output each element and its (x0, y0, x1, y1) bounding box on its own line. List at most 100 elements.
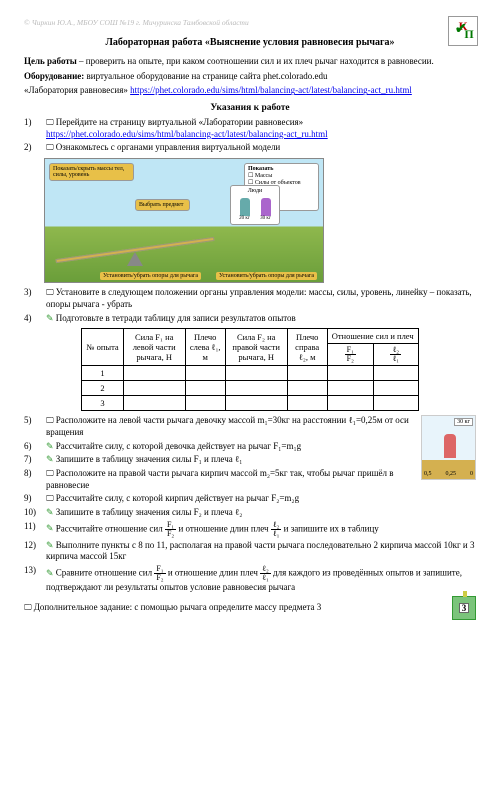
pencil-icon (46, 454, 56, 464)
step-number: 12) (24, 540, 40, 563)
equipment-label: Оборудование: (24, 71, 84, 81)
step-number: 2) (24, 142, 40, 154)
girl-icon (444, 434, 456, 458)
sim-label-supports-2: Установить/убрать опоры для рычага (216, 272, 317, 280)
sim-label-supports-1: Установить/убрать опоры для рычага (100, 272, 201, 280)
table-row: 2 (82, 381, 418, 396)
steps-list-2: 3) Установите в следующем положении орга… (24, 287, 476, 324)
monitor-icon (46, 142, 56, 152)
copyright-text: © Чиркин Ю.А., МБОУ СОШ №19 г. Мичуринск… (24, 18, 476, 27)
step-11: 11) Рассчитайте отношение сил F₁F₂ и отн… (24, 521, 476, 538)
gift-box-icon: 3 (452, 596, 476, 620)
step-8: 8) Расположите на правой части рычага ки… (24, 468, 415, 491)
document-title: Лабораторная работа «Выяснение условия р… (24, 37, 476, 48)
step7-text: Запишите в таблицу значения силы F₁ и пл… (56, 454, 243, 464)
step-number: 11) (24, 521, 40, 538)
lab-url-link[interactable]: https://phet.colorado.edu/sims/html/bala… (130, 85, 412, 95)
document-page: К ✔ П © Чиркин Ю.А., МБОУ СОШ №19 г. Мич… (0, 0, 500, 789)
step-number: 8) (24, 468, 40, 491)
step-10: 10) Запишите в таблицу значения силы F₂ … (24, 507, 476, 519)
pencil-icon (46, 523, 56, 533)
col-l1: Плечо слева ℓ₁, м (185, 329, 225, 366)
step11-c: и запишите их в таблицу (284, 523, 379, 533)
col-num: № опыта (82, 329, 123, 366)
step-5: 5) Расположите на левой части рычага дев… (24, 415, 415, 438)
step3-text: Установите в следующем положении органы … (46, 287, 472, 309)
thumb-weight-tag: 30 кг (454, 418, 473, 426)
step4-text: Подготовьте в тетради таблицу для записи… (56, 313, 296, 323)
step11-a: Рассчитайте отношение сил (56, 523, 165, 533)
step-number: 9) (24, 493, 40, 505)
sim-panel-people: Люди 20 кг30 кг (230, 185, 280, 225)
table-row: 3 (82, 396, 418, 411)
bonus-text: Дополнительное задание: с помощью рычага… (34, 602, 322, 612)
col-ratio-f: F₁F₂ (327, 344, 373, 366)
step6-text: Рассчитайте силу, с которой девочка дейс… (56, 441, 301, 451)
step-number: 1) (24, 117, 40, 140)
step-number: 13) (24, 565, 40, 594)
monitor-icon (46, 117, 56, 127)
step5-text: Расположите на левой части рычага девочк… (46, 415, 409, 437)
equipment-paragraph: Оборудование: виртуальное оборудование н… (24, 71, 476, 83)
step11-b: и отношение длин плеч (178, 523, 270, 533)
step-number: 5) (24, 415, 40, 438)
pencil-icon (46, 568, 56, 578)
step-6: 6) Рассчитайте силу, с которой девочка д… (24, 441, 415, 453)
col-ratio-l: ℓ₂ℓ₁ (373, 344, 418, 366)
col-ratio: Отношение сил и плеч (327, 329, 418, 344)
monitor-icon (46, 493, 56, 503)
sim-fulcrum (127, 252, 143, 266)
thumb-ticks: 0,50,250 (424, 471, 473, 477)
monitor-icon (46, 468, 56, 478)
step-12: 12) Выполните пункты с 8 по 11, располаг… (24, 540, 476, 563)
step-9: 9) Рассчитайте силу, с которой кирпич де… (24, 493, 476, 505)
step1-url-link[interactable]: https://phet.colorado.edu/sims/html/bala… (46, 129, 328, 139)
steps-list: 1) Перейдите на страницу виртуальной «Ла… (24, 117, 476, 154)
bonus-task: Дополнительное задание: с помощью рычага… (24, 602, 476, 614)
step13-a: Сравните отношение сил (56, 568, 155, 578)
girl-thumbnail: 30 кг 0,50,250 (421, 415, 476, 480)
col-f1: Сила F₁ на левой части рычага, Н (123, 329, 185, 366)
lab-name: «Лаборатория равновесия» (24, 85, 130, 95)
logo-badge: К ✔ П (448, 16, 478, 46)
goal-text: – проверить на опыте, при каком соотноше… (77, 56, 434, 66)
step-number: 3) (24, 287, 40, 310)
step10-text: Запишите в таблицу значения силы F₂ и пл… (56, 507, 243, 517)
step12-text: Выполните пункты с 8 по 11, располагая н… (46, 540, 474, 562)
step2-text: Ознакомьтесь с органами управления вирту… (56, 142, 281, 152)
step-number: 6) (24, 441, 40, 453)
pencil-icon (46, 313, 56, 323)
col-l2: Плечо справа ℓ₂, м (287, 329, 327, 366)
step-4: 4) Подготовьте в тетради таблицу для зап… (24, 313, 476, 325)
simulation-screenshot: Показать/скрыть массы тел, силы, уровень… (44, 158, 324, 283)
step13-b: и отношение длин плеч (168, 568, 260, 578)
sim-panel-show-hide: Показать/скрыть массы тел, силы, уровень (49, 163, 134, 181)
instructions-heading: Указания к работе (24, 103, 476, 113)
step-3: 3) Установите в следующем положении орга… (24, 287, 476, 310)
monitor-icon (24, 602, 34, 612)
monitor-icon (46, 287, 56, 297)
table-row: 1 (82, 366, 418, 381)
step-7: 7) Запишите в таблицу значения силы F₁ и… (24, 454, 415, 466)
equipment-text: виртуальное оборудование на странице сай… (84, 71, 327, 81)
step-number: 4) (24, 313, 40, 325)
step-13: 13) Сравните отношение сил F₁F₂ и отноше… (24, 565, 476, 594)
col-f2: Сила F₂ на правой части рычага, Н (225, 329, 287, 366)
step1-text: Перейдите на страницу виртуальной «Лабор… (56, 117, 303, 127)
pencil-icon (46, 540, 56, 550)
step9-text: Рассчитайте силу, с которой кирпич дейст… (56, 493, 299, 503)
step-number: 10) (24, 507, 40, 519)
pencil-icon (46, 507, 56, 517)
goal-label: Цель работы (24, 56, 77, 66)
step8-text: Расположите на правой части рычага кирпи… (46, 468, 394, 490)
pencil-icon (46, 441, 56, 451)
goal-paragraph: Цель работы – проверить на опыте, при ка… (24, 56, 476, 68)
logo-p: П (464, 29, 473, 39)
sim-panel-select: Выбрать предмет (135, 199, 190, 211)
step-1: 1) Перейдите на страницу виртуальной «Ла… (24, 117, 476, 140)
steps-list-3: 5) Расположите на левой части рычага дев… (24, 415, 476, 594)
lab-link-paragraph: «Лаборатория равновесия» https://phet.co… (24, 85, 476, 97)
step-number: 7) (24, 454, 40, 466)
results-table: № опыта Сила F₁ на левой части рычага, Н… (81, 328, 418, 411)
step-2: 2) Ознакомьтесь с органами управления ви… (24, 142, 476, 154)
